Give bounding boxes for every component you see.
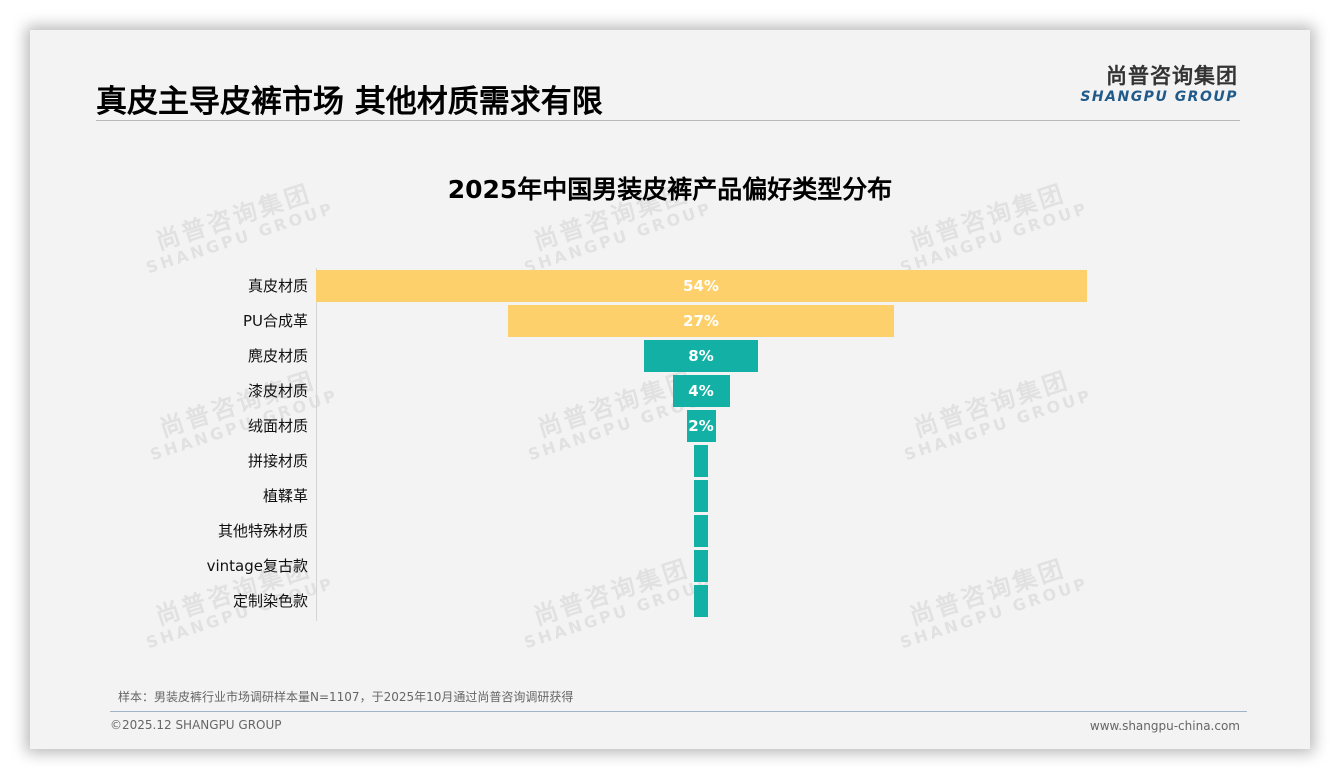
data-label: 2% <box>688 417 714 435</box>
funnel-row: 漆皮材质 4% <box>30 374 1310 409</box>
funnel-row: PU合成革 27% <box>30 304 1310 339</box>
funnel-row: 拼接材质 <box>30 444 1310 479</box>
funnel-bar <box>694 445 708 477</box>
category-axis <box>316 268 317 621</box>
funnel-bar: 2% <box>686 410 716 442</box>
funnel-bar: 4% <box>672 375 730 407</box>
category-label: 植鞣革 <box>262 487 308 505</box>
page-title: 真皮主导皮裤市场 其他材质需求有限 <box>96 84 603 120</box>
data-label: 54% <box>683 277 719 295</box>
funnel-row: 麂皮材质 8% <box>30 339 1310 374</box>
category-label: 其他特殊材质 <box>217 522 308 540</box>
footer-divider <box>110 711 1247 712</box>
funnel-bar <box>694 515 708 547</box>
funnel-row: 绒面材质 2% <box>30 409 1310 444</box>
category-label: 定制染色款 <box>232 592 308 610</box>
funnel-bar: 27% <box>508 305 894 337</box>
category-label: 漆皮材质 <box>247 382 308 400</box>
sample-note: 样本：男装皮裤行业市场调研样本量N=1107，于2025年10月通过尚普咨询调研… <box>118 690 574 704</box>
category-label: vintage复古款 <box>206 557 308 575</box>
funnel-row: 其他特殊材质 <box>30 514 1310 549</box>
funnel-bar: 54% <box>315 270 1087 302</box>
data-label: 8% <box>688 347 714 365</box>
data-label: 4% <box>688 382 714 400</box>
title-divider <box>96 120 1240 121</box>
funnel-row: vintage复古款 <box>30 549 1310 584</box>
category-label: PU合成革 <box>242 312 308 330</box>
data-label: 27% <box>683 312 719 330</box>
logo-chinese: 尚普咨询集团 <box>1106 64 1238 88</box>
logo-english: SHANGPU GROUP <box>1080 89 1238 105</box>
funnel-row: 真皮材质 54% <box>30 269 1310 304</box>
funnel-row: 定制染色款 <box>30 584 1310 619</box>
slide: 真皮主导皮裤市场 其他材质需求有限 尚普咨询集团 SHANGPU GROUP 2… <box>30 30 1310 749</box>
category-label: 绒面材质 <box>247 417 308 435</box>
funnel-bar <box>694 480 708 512</box>
website-link[interactable]: www.shangpu-china.com <box>1089 719 1240 733</box>
category-label: 拼接材质 <box>247 452 308 470</box>
chart-title: 2025年中国男装皮裤产品偏好类型分布 <box>447 175 893 204</box>
category-label: 麂皮材质 <box>247 347 308 365</box>
funnel-bar: 8% <box>644 340 758 372</box>
funnel-row: 植鞣革 <box>30 479 1310 514</box>
funnel-bar <box>694 550 708 582</box>
category-label: 真皮材质 <box>247 277 308 295</box>
funnel-bar <box>694 585 708 617</box>
copyright: ©2025.12 SHANGPU GROUP <box>110 718 282 732</box>
brand-logo: 尚普咨询集团 SHANGPU GROUP <box>1080 64 1238 106</box>
